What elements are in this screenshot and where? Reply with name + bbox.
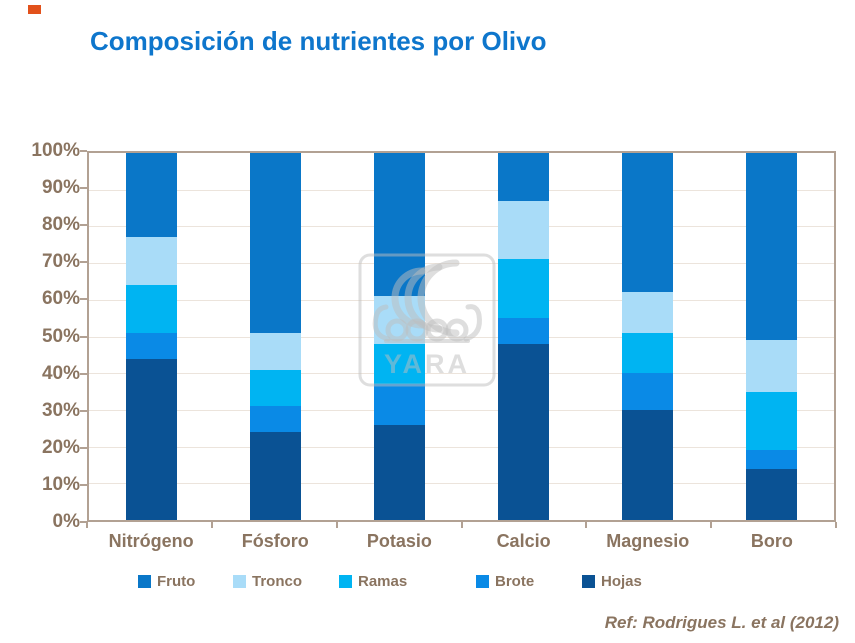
y-axis-tick [80,483,87,486]
bar-segment-boro-fruto [746,153,798,341]
y-axis-tick-label: 60% [41,288,80,310]
legend-label: Fruto [157,573,196,590]
bar-segment-magnesio-tronco [622,292,674,333]
x-axis-tick [86,522,88,528]
legend-swatch-brote [476,575,489,588]
bar-segment-potasio-tronco [373,296,425,344]
x-axis-tick [335,522,338,528]
x-axis-category-label: Magnesio [606,531,690,551]
y-axis-tick [80,521,87,523]
bar-segment-fósforo-tronco [249,332,301,370]
bar-segment-boro-hojas [746,468,798,520]
corner-marker [28,5,41,14]
y-axis-tick-label: 50% [41,325,80,347]
gridline [89,446,834,448]
bar-segment-potasio-ramas [373,343,425,385]
bar-segment-fósforo-fruto [249,153,301,333]
legend-label: Tronco [252,573,303,590]
bar-segment-fósforo-brote [249,406,301,432]
legend-swatch-ramas [339,575,352,588]
x-axis-tick [835,522,837,528]
x-axis-category-label: Boro [750,531,793,551]
gridline [89,299,834,301]
bar-segment-fósforo-hojas [249,431,301,520]
y-axis-tick-label: 20% [41,436,80,458]
y-axis-tick-label: 70% [41,251,80,273]
bar-segment-boro-brote [746,450,798,469]
gridline [89,409,834,411]
y-axis-tick-label: 40% [41,362,80,384]
bar-segment-nitrógeno-hojas [125,358,177,520]
y-axis-tick [80,224,87,227]
legend-label: Brote [495,573,535,590]
x-axis-category-label: Potasio [366,531,432,551]
legend: Fruto Tronco Ramas Brote Hojas [0,573,855,593]
page-title: Composición de nutrientes por Olivo [90,26,547,56]
bar-segment-calcio-fruto [498,153,550,201]
bar-segment-boro-tronco [746,340,798,392]
x-axis-tick [460,522,463,528]
bar-segment-potasio-fruto [373,153,425,297]
bar-segment-fósforo-ramas [249,369,301,407]
bar-segment-calcio-hojas [498,343,550,520]
x-axis-tick [585,522,588,528]
y-axis-tick [80,409,87,412]
y-axis-tick [80,150,87,152]
bar-segment-calcio-tronco [498,200,550,260]
bar-segment-potasio-brote [373,384,425,425]
y-axis-tick-label: 10% [41,473,80,495]
bar-segment-magnesio-ramas [622,332,674,374]
y-axis-tick [80,261,87,264]
x-axis-category-label: Nitrógeno [108,531,194,551]
gridline [89,189,834,191]
bar-segment-nitrógeno-fruto [125,153,177,238]
bar-segment-calcio-brote [498,318,550,344]
bar-segment-potasio-hojas [373,424,425,520]
legend-item-brote: Brote [476,573,534,590]
y-axis-tick [80,187,87,190]
gridline [89,336,834,338]
y-axis-tick [80,298,87,301]
y-axis-tick-label: 90% [41,177,80,199]
y-axis-tick [80,335,87,338]
reference-text: Ref: Rodrigues L. et al (2012) [604,613,839,632]
x-axis-tick [710,522,713,528]
bar-segment-nitrógeno-tronco [125,237,177,286]
legend-item-hojas: Hojas [582,573,642,590]
bar-segment-magnesio-brote [622,373,674,410]
legend-swatch-hojas [582,575,595,588]
legend-item-ramas: Ramas [339,573,407,590]
legend-swatch-fruto [138,575,151,588]
y-axis-tick-label: 30% [41,399,80,421]
bar-segment-nitrógeno-brote [125,332,177,359]
legend-item-fruto: Fruto [138,573,195,590]
bar-segment-magnesio-hojas [622,409,674,520]
y-axis-tick-label: 100% [31,140,80,161]
y-axis-tick [80,446,87,449]
bar-segment-boro-ramas [746,391,798,451]
y-axis-tick [80,372,87,375]
bar-segment-nitrógeno-ramas [125,285,177,333]
bar-segment-calcio-ramas [498,259,550,319]
gridline [89,373,834,375]
bar-segment-magnesio-fruto [622,153,674,293]
x-axis-tick [210,522,213,528]
legend-label: Hojas [601,573,642,590]
x-axis-category-label: Fósforo [241,531,309,551]
gridline [89,483,834,485]
legend-label: Ramas [358,573,408,590]
legend-item-tronco: Tronco [233,573,302,590]
x-axis-category-label: Calcio [496,531,551,551]
legend-swatch-tronco [233,575,246,588]
y-axis-tick-label: 80% [41,214,80,236]
y-axis-tick-label: 0% [52,511,80,532]
gridline [89,263,834,265]
gridline [89,226,834,228]
plot-area [87,151,836,522]
